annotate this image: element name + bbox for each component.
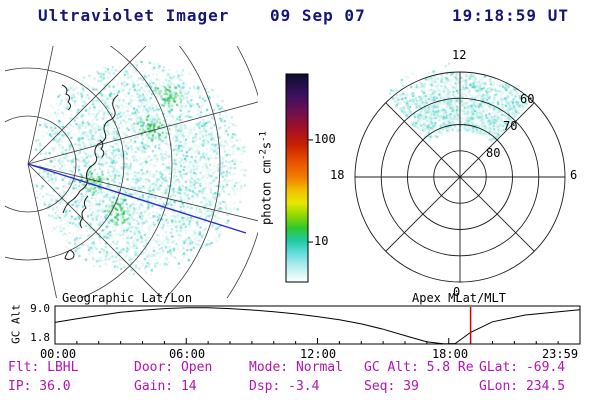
mlat-label-70: 70: [503, 119, 518, 133]
xtick-0600: 06:00: [168, 347, 206, 361]
gc-alt-ytick-max: 9.0: [30, 302, 50, 315]
status-ip: IP: 36.0: [8, 379, 71, 394]
orbit-track-line: [27, 163, 247, 234]
app-title: Ultraviolet Imager: [38, 6, 230, 25]
xtick-2359: 23:59: [541, 347, 579, 361]
colorbar-tick-label-0: 100: [314, 131, 336, 146]
colorbar-unit-mid: s: [259, 141, 274, 150]
status-door: Door: Open: [134, 360, 213, 375]
mlt-label-6: 6: [570, 168, 578, 182]
mlt-label-12: 12: [452, 48, 467, 62]
gc-alt-ytick-min: 1.8: [30, 331, 50, 344]
status-dsp: Dsp: -3.4: [249, 379, 320, 394]
geo-strip-title: Geographic Lat/Lon: [62, 291, 193, 305]
status-gain: Gain: 14: [134, 379, 197, 394]
xtick-1200: 12:00: [299, 347, 337, 361]
xtick-0000: 00:00: [39, 347, 77, 361]
colorbar-unit-pre: photon cm: [259, 159, 274, 225]
colorbar-unit-label: photon cm-2s-1: [259, 131, 274, 225]
time-label: 19:18:59 UT: [452, 6, 569, 25]
status-gcalt: GC Alt: 5.8 Re: [364, 360, 474, 375]
status-glon: GLon: 234.5: [479, 379, 566, 394]
mlat-label-60: 60: [520, 92, 535, 106]
status-glat: GLat: -69.4: [479, 360, 566, 375]
date-label: 09 Sep 07: [270, 6, 366, 25]
coastline: [61, 84, 119, 260]
status-mode: Mode: Normal: [249, 360, 343, 375]
gc-alt-curve: [54, 307, 580, 345]
mlt-label-0: 0: [453, 285, 461, 299]
colorbar-unit-sup2: -1: [258, 131, 269, 142]
xtick-1800: 18:00: [431, 347, 469, 361]
gc-alt-hour-ticks: [76, 338, 559, 344]
colorbar-ticks: [308, 139, 313, 243]
geo-grid: [5, 46, 258, 298]
mlt-label-18: 18: [330, 168, 345, 182]
apex-strip-title: Apex MLat/MLT: [412, 291, 506, 305]
polar-grid: [354, 71, 566, 283]
colorbar-gradient: [285, 73, 309, 283]
colorbar-unit-sup1: -2: [258, 149, 269, 160]
status-flt: Flt: LBHL: [8, 360, 79, 375]
status-seq: Seq: 39: [364, 379, 419, 394]
colorbar-tick-label-1: 10: [314, 234, 329, 249]
mlat-label-80: 80: [486, 146, 501, 160]
